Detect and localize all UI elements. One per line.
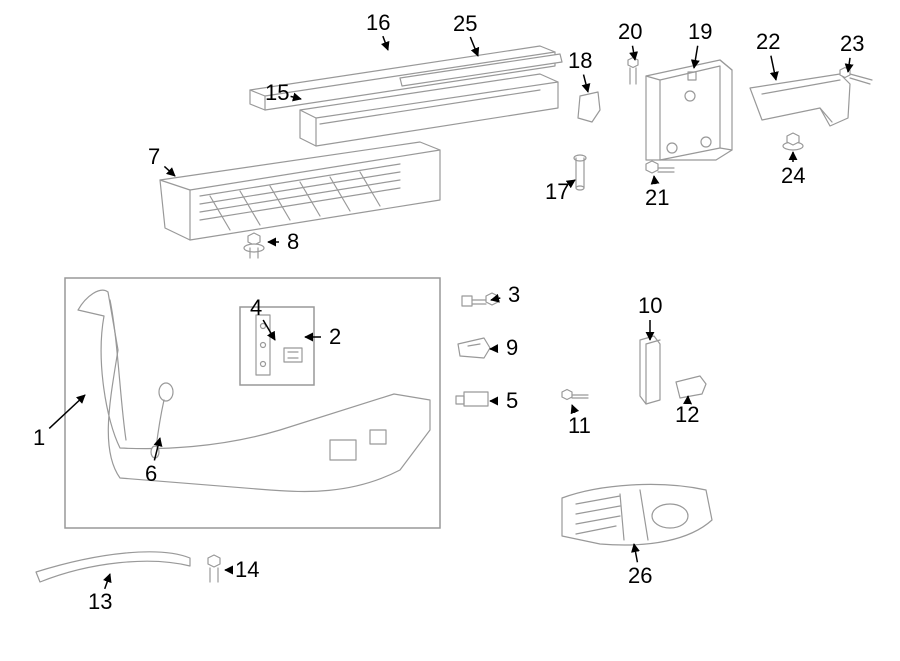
callout-20: 20: [618, 21, 642, 43]
leader-16: [383, 36, 388, 50]
part-hex-washer-bolt: [244, 233, 264, 258]
leader-18: [583, 75, 588, 92]
leader-21: [654, 176, 655, 184]
callout-1: 1: [33, 427, 45, 449]
callout-26: 26: [628, 565, 652, 587]
part-mounting-hook: [578, 92, 600, 122]
callout-18: 18: [568, 50, 592, 72]
part-bracket-small: [456, 392, 488, 406]
callout-13: 13: [88, 591, 112, 613]
callout-4: 4: [250, 297, 262, 319]
part-hex-bolt-20: [628, 58, 638, 85]
part-snap-clip: [676, 376, 706, 398]
part-clip-bracket: [458, 338, 490, 358]
callout-11: 11: [568, 415, 591, 437]
part-fog-lamp-grille: [562, 484, 712, 545]
callout-17: 17: [545, 181, 569, 203]
callout-5: 5: [506, 390, 518, 412]
callout-24: 24: [781, 165, 805, 187]
leader-11: [572, 405, 575, 413]
part-lower-absorber: [160, 142, 440, 240]
callout-23: 23: [840, 33, 864, 55]
callout-7: 7: [148, 146, 160, 168]
part-mounting-strip: [256, 315, 270, 375]
part-guide-bracket: [640, 336, 660, 404]
callout-3: 3: [508, 284, 520, 306]
part-bumper-cover: [78, 290, 430, 491]
part-lower-trim-strip: [36, 552, 190, 582]
callout-6: 6: [145, 463, 157, 485]
callout-16: 16: [366, 12, 390, 34]
part-flange-nut: [783, 133, 803, 150]
callout-2: 2: [329, 326, 341, 348]
callout-10: 10: [638, 295, 662, 317]
part-stud-bolt: [574, 155, 586, 190]
leader-25: [470, 37, 478, 56]
part-hex-washer-bolt-21: [646, 161, 674, 173]
leader-26: [634, 544, 637, 562]
leader-7: [164, 166, 175, 176]
callout-19: 19: [688, 21, 712, 43]
callout-25: 25: [453, 13, 477, 35]
leader-22: [771, 56, 776, 80]
callout-15: 15: [265, 82, 289, 104]
callout-8: 8: [287, 231, 299, 253]
part-crash-box-bracket: [646, 60, 732, 160]
leader-17: [569, 180, 575, 184]
part-hex-bolt-14: [208, 555, 220, 582]
leader-13: [105, 574, 110, 589]
part-hex-bolt-11: [562, 390, 588, 400]
leader-1: [49, 395, 85, 428]
callout-14: 14: [235, 559, 259, 581]
callout-12: 12: [675, 404, 699, 426]
callout-21: 21: [645, 187, 669, 209]
part-clip-nut: [284, 348, 302, 362]
callout-9: 9: [506, 337, 518, 359]
part-tow-eye-strap: [151, 383, 173, 458]
callout-22: 22: [756, 31, 780, 53]
part-side-extension-bracket: [750, 74, 850, 126]
